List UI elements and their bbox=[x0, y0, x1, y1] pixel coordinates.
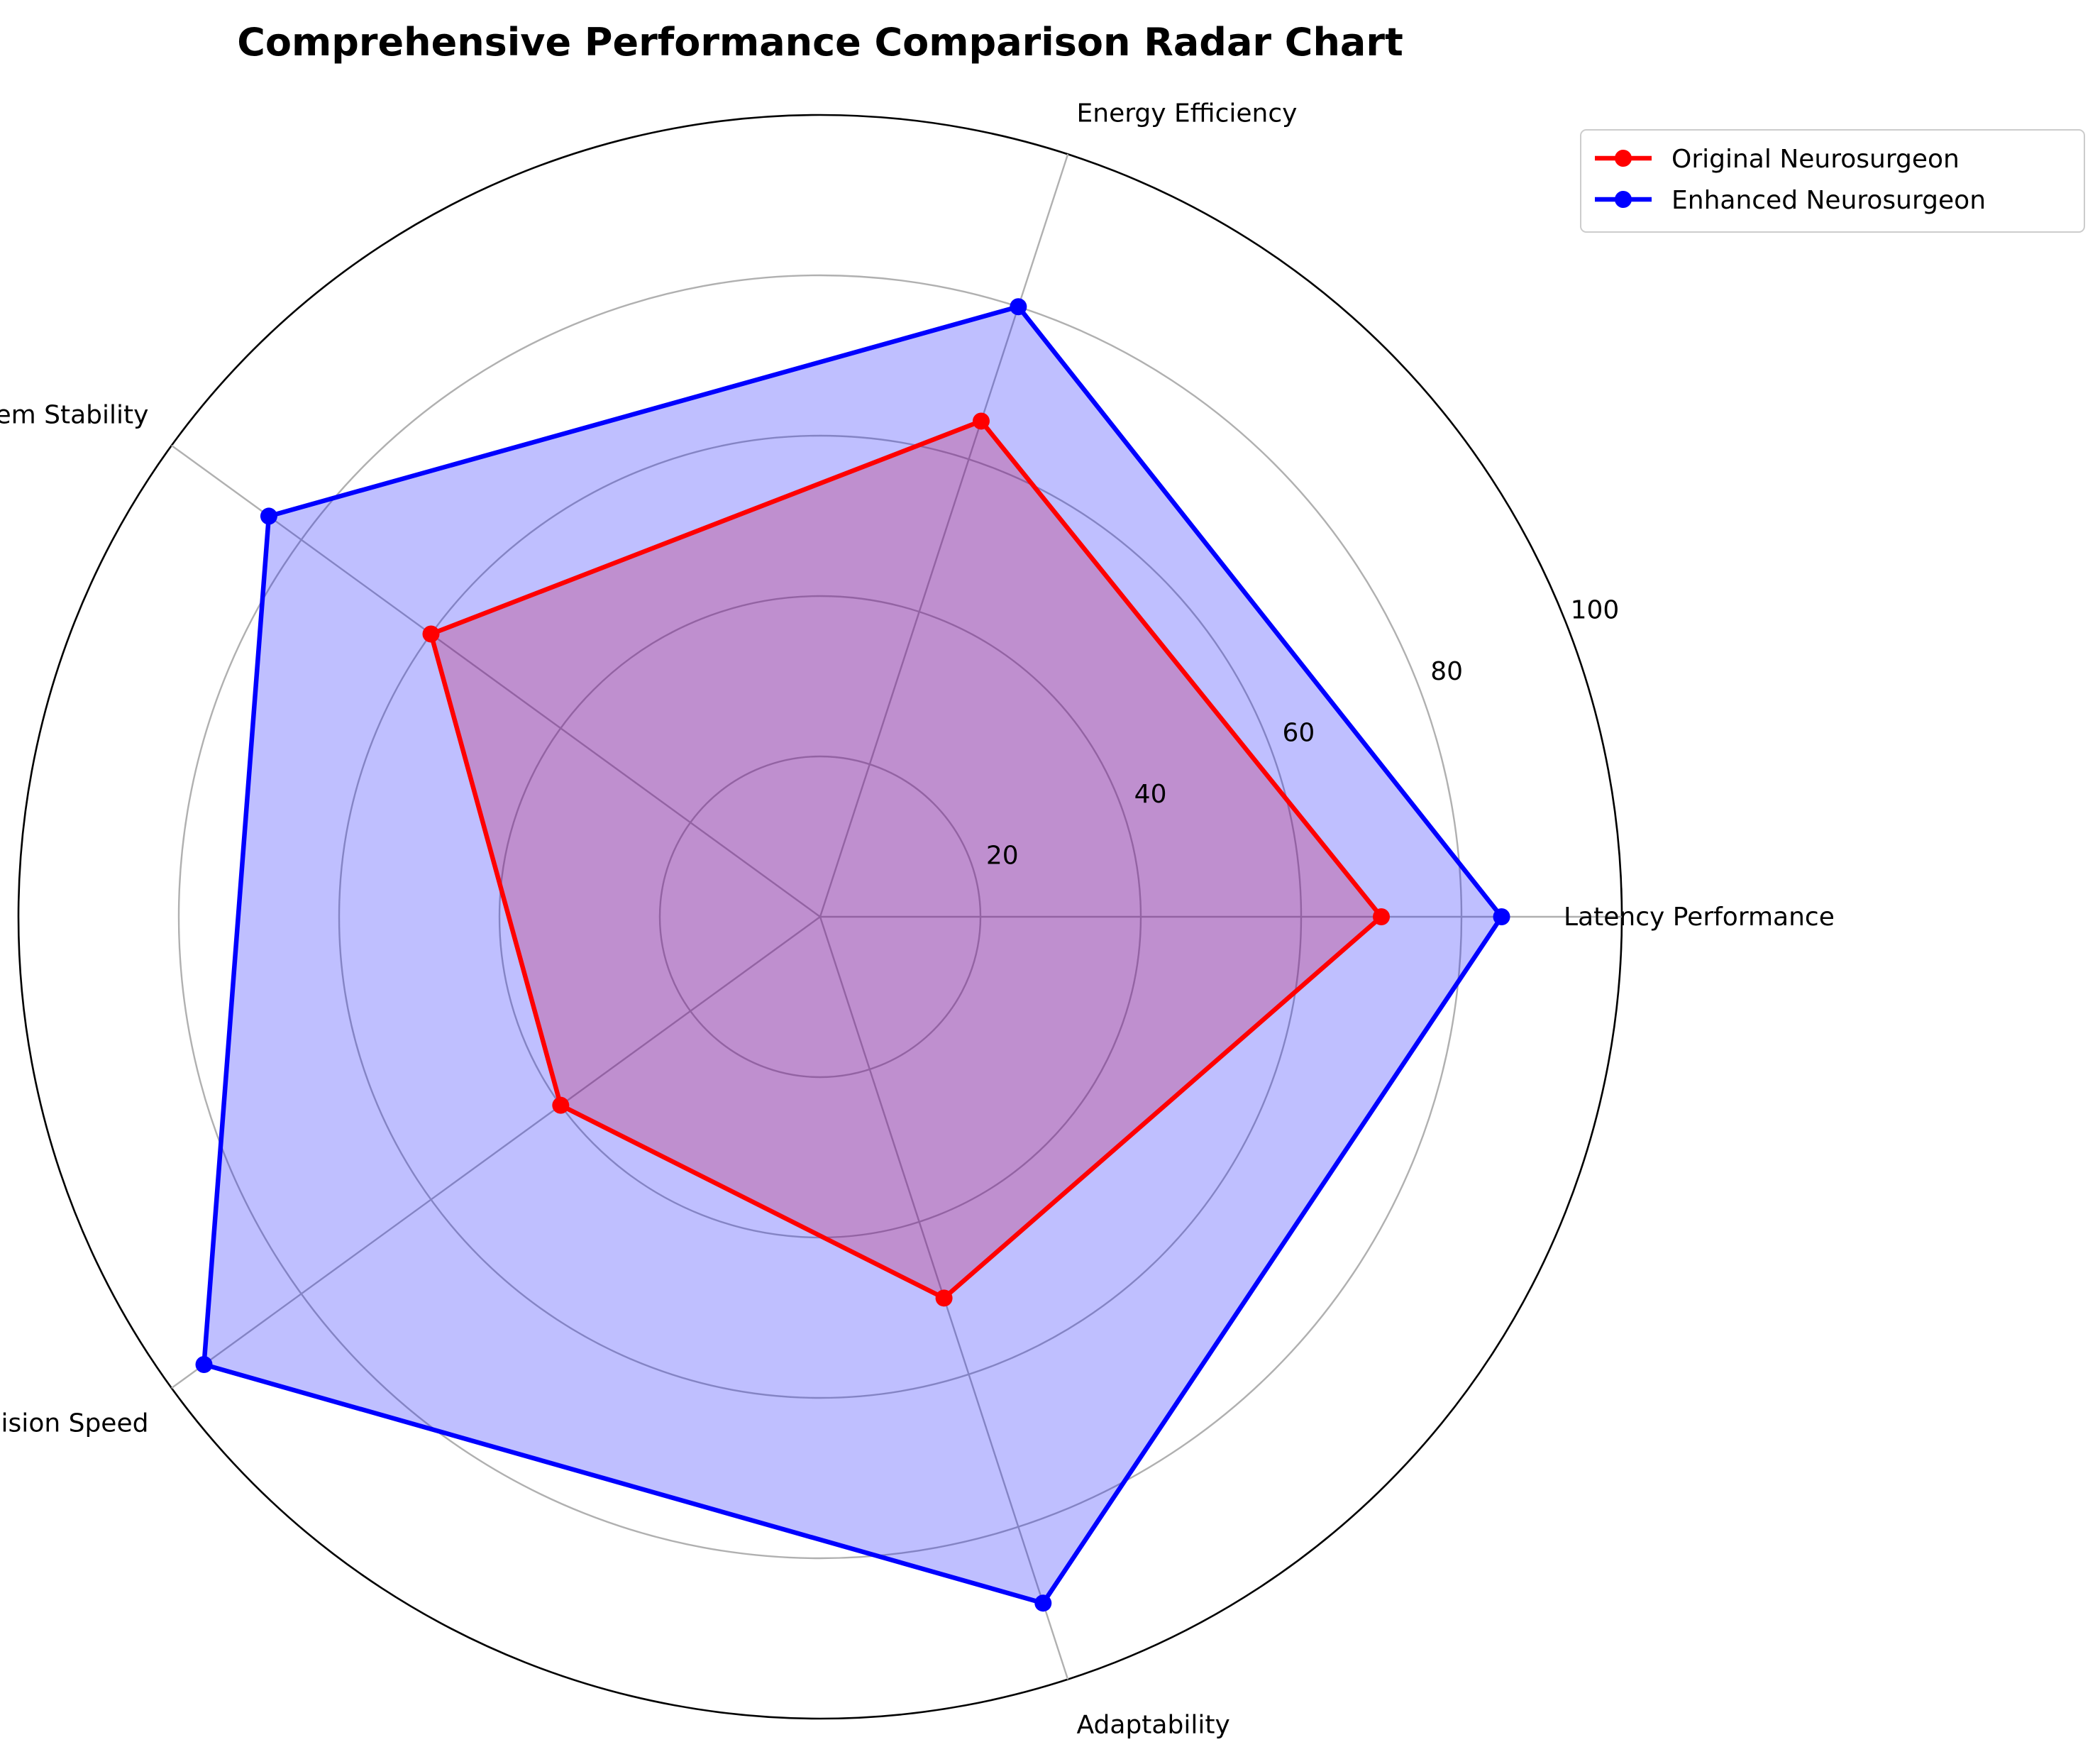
radial-tick-labels: 20 40 60 80 100 bbox=[986, 596, 1619, 871]
series-0-point-3 bbox=[552, 1096, 570, 1114]
series-layer bbox=[195, 298, 1510, 1612]
series-1-point-1 bbox=[1010, 298, 1027, 316]
tick-label-80: 80 bbox=[1430, 657, 1463, 686]
category-label-0: Latency Performance bbox=[1564, 903, 1835, 932]
series-1-point-4 bbox=[1034, 1594, 1052, 1612]
grid-spoke-1 bbox=[819, 153, 1069, 917]
chart-title: Comprehensive Performance Comparison Rad… bbox=[237, 20, 1403, 65]
category-labels: Latency Performance Energy Efficiency Syst… bbox=[0, 99, 1835, 1739]
tick-label-20: 20 bbox=[986, 842, 1019, 871]
series-line-0 bbox=[428, 418, 1385, 1301]
tick-label-100: 100 bbox=[1571, 596, 1620, 625]
series-1-point-2 bbox=[260, 507, 277, 525]
category-label-1: Energy Efficiency bbox=[1077, 99, 1298, 128]
grid-spoke-2 bbox=[171, 444, 821, 917]
legend-marker-0 bbox=[1615, 150, 1632, 167]
legend-marker-1 bbox=[1615, 191, 1632, 208]
tick-label-40: 40 bbox=[1134, 780, 1167, 809]
series-0-point-0 bbox=[1373, 908, 1390, 925]
series-line-1 bbox=[201, 304, 1505, 1606]
grid-spoke-3 bbox=[171, 916, 821, 1389]
series-area-0 bbox=[431, 421, 1381, 1299]
category-label-4: Adaptability bbox=[1077, 1711, 1230, 1740]
tick-label-60: 60 bbox=[1282, 719, 1315, 748]
legend-label-1: Enhanced Neurosurgeon bbox=[1671, 186, 1986, 215]
series-0-point-2 bbox=[422, 625, 440, 643]
series-1-point-3 bbox=[195, 1355, 213, 1373]
series-area-1 bbox=[204, 307, 1502, 1604]
category-label-2: System Stability bbox=[0, 400, 148, 429]
series-0-point-1 bbox=[972, 412, 990, 430]
series-0-point-4 bbox=[935, 1289, 953, 1307]
series-1-point-0 bbox=[1493, 908, 1510, 925]
legend: Original Neurosurgeon Enhanced Neurosurge… bbox=[1580, 129, 2085, 233]
category-label-3: Decision Speed bbox=[0, 1409, 148, 1438]
legend-label-0: Original Neurosurgeon bbox=[1671, 145, 1960, 174]
legend-frame bbox=[1580, 129, 2085, 233]
